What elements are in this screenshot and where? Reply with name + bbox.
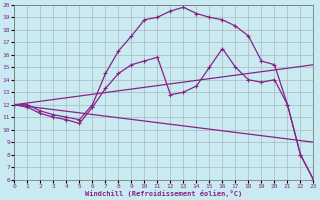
- X-axis label: Windchill (Refroidissement éolien,°C): Windchill (Refroidissement éolien,°C): [85, 190, 243, 197]
